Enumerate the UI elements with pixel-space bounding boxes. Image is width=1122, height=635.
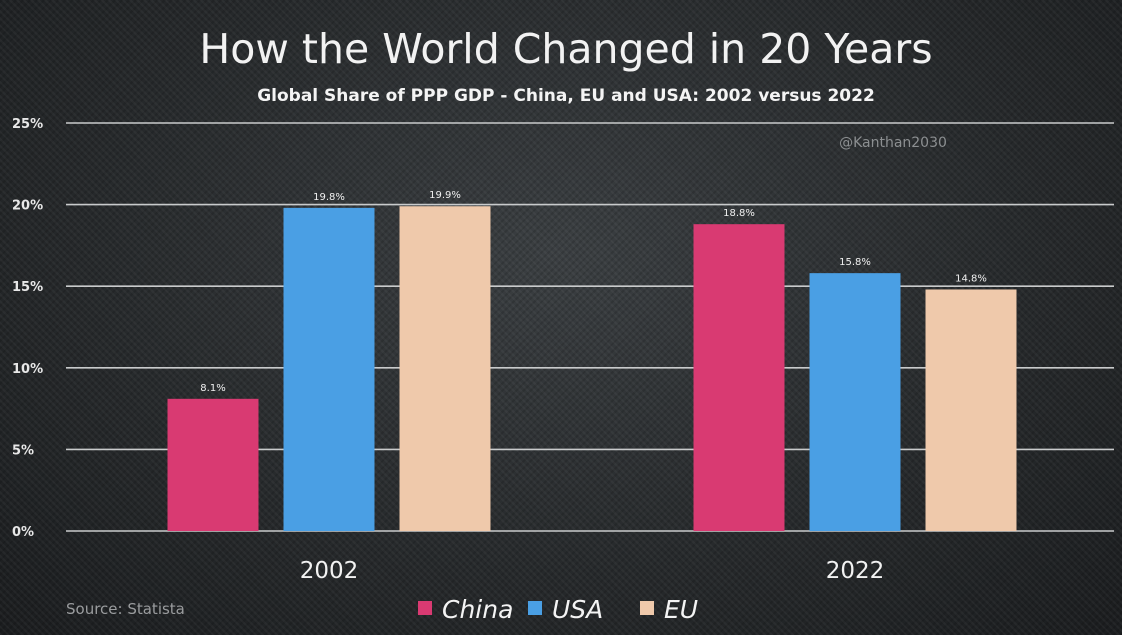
bars [167, 206, 1017, 531]
legend-swatch-eu [640, 601, 654, 615]
bar-eu-2002 [399, 206, 491, 531]
y-tick-label: 20% [12, 199, 43, 214]
data-label: 18.8% [723, 208, 755, 219]
y-tick-label: 15% [12, 280, 43, 295]
data-label: 19.9% [429, 190, 461, 201]
legend: China USA EU [418, 595, 698, 624]
legend-label-china: China [442, 595, 513, 624]
watermark: @Kanthan2030 [839, 135, 947, 151]
y-tick-label: 5% [12, 443, 34, 458]
bar-usa-2002 [283, 207, 375, 531]
legend-swatch-china [418, 601, 432, 615]
legend-swatch-usa [528, 601, 542, 615]
x-tick-label: 2002 [300, 558, 359, 584]
bar-eu-2022 [925, 289, 1017, 531]
data-label: 14.8% [955, 273, 987, 284]
chart-subtitle: Global Share of PPP GDP - China, EU and … [257, 86, 875, 106]
bar-china-2022 [693, 224, 785, 531]
bar-china-2002 [167, 398, 259, 531]
data-label: 19.8% [313, 192, 345, 203]
source-note: Source: Statista [66, 600, 185, 618]
data-label: 8.1% [200, 383, 225, 394]
chart-title: How the World Changed in 20 Years [199, 25, 932, 73]
data-label: 15.8% [839, 257, 871, 268]
y-tick-label: 10% [12, 362, 43, 377]
legend-label-usa: USA [552, 595, 603, 624]
x-tick-label: 2022 [826, 558, 885, 584]
y-tick-label: 0% [12, 525, 34, 540]
y-tick-label: 25% [12, 117, 43, 132]
bar-usa-2022 [809, 273, 901, 531]
legend-label-eu: EU [664, 595, 698, 624]
x-axis-ticks: 2002 2022 [300, 558, 885, 584]
data-labels: 8.1% 19.8% 19.9% 18.8% 15.8% 14.8% [200, 190, 987, 394]
y-axis-ticks: 0% 5% 10% 15% 20% 25% [12, 117, 43, 540]
